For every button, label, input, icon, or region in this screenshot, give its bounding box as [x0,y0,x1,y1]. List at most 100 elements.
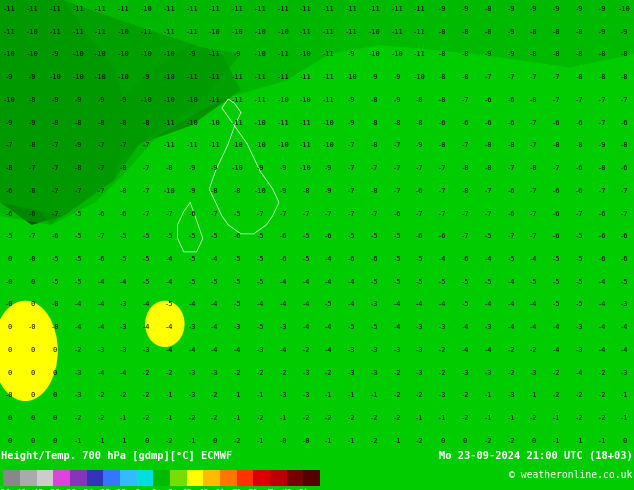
Text: -2: -2 [484,438,492,444]
Text: -5: -5 [256,324,264,330]
Text: -3: -3 [119,347,127,353]
Text: -7: -7 [529,120,538,125]
Text: -7: -7 [119,143,127,148]
Text: -4: -4 [552,324,560,330]
Text: -7: -7 [28,233,37,239]
Text: -3: -3 [574,347,583,353]
Bar [153,470,170,486]
Text: -11: -11 [299,74,312,80]
Text: -10: -10 [299,165,312,171]
Bar [70,470,87,486]
Text: -2: -2 [142,369,150,376]
Text: -8: -8 [574,143,583,148]
Text: 0: 0 [30,279,34,285]
Bar [186,470,204,486]
Text: -2: -2 [188,415,196,421]
Text: -3: -3 [256,347,264,353]
Text: -8: -8 [74,165,82,171]
Text: -9: -9 [392,74,401,80]
Text: -11: -11 [208,143,221,148]
Text: -5: -5 [188,256,196,262]
Bar [137,470,153,486]
Text: -5: -5 [74,233,82,239]
Text: -10: -10 [72,51,84,57]
Text: -5: -5 [256,256,264,262]
Text: -7: -7 [438,211,446,217]
Text: -4: -4 [438,301,446,307]
Text: -9: -9 [278,188,287,194]
Text: -4: -4 [96,324,105,330]
Text: -11: -11 [231,97,243,103]
Text: -1: -1 [438,415,446,421]
Text: -4: -4 [529,324,538,330]
Text: 30: 30 [232,489,242,490]
Text: -4: -4 [484,301,492,307]
Text: -5: -5 [301,256,310,262]
Text: -11: -11 [231,120,243,125]
Text: -5: -5 [438,279,446,285]
Text: -8: -8 [552,29,560,35]
Text: -4: -4 [324,256,333,262]
Text: -11: -11 [322,97,335,103]
Text: -7: -7 [507,233,515,239]
Text: 0: 0 [53,392,57,398]
Text: -7: -7 [461,233,469,239]
Text: -6: -6 [461,120,469,125]
Bar [87,470,103,486]
Text: -5: -5 [552,301,560,307]
Text: -10: -10 [254,51,266,57]
Text: -2: -2 [74,415,82,421]
Text: 0: 0 [623,438,626,444]
Text: 0: 0 [8,369,11,376]
Text: -6: -6 [574,188,583,194]
Text: -9: -9 [51,51,60,57]
Text: -0: -0 [28,256,37,262]
Text: -7: -7 [507,165,515,171]
Text: -2: -2 [301,347,310,353]
Text: -1: -1 [597,438,606,444]
Text: -5: -5 [461,279,469,285]
Text: 0: 0 [8,347,11,353]
Text: -10: -10 [231,143,243,148]
Text: -11: -11 [322,29,335,35]
Text: -4: -4 [597,324,606,330]
Text: -4: -4 [392,324,401,330]
Text: -8: -8 [484,143,492,148]
Text: -5: -5 [142,279,150,285]
Text: -11: -11 [391,6,403,12]
Text: -6: -6 [507,120,515,125]
Text: -9: -9 [28,74,37,80]
Text: -3: -3 [188,392,196,398]
Text: 0: 0 [30,415,34,421]
Text: -5: -5 [119,256,127,262]
Text: -8: -8 [574,29,583,35]
Text: -5: -5 [233,279,242,285]
Text: 0: 0 [463,438,467,444]
Text: -8: -8 [574,74,583,80]
Text: -11: -11 [413,29,426,35]
Text: -7: -7 [96,143,105,148]
Text: -1: -1 [484,392,492,398]
Text: -4: -4 [74,301,82,307]
Text: -9: -9 [461,6,469,12]
Text: 0: 0 [53,369,57,376]
Text: -3: -3 [301,369,310,376]
Text: -4: -4 [529,256,538,262]
Text: -7: -7 [484,211,492,217]
Text: -7: -7 [484,188,492,194]
Text: -7: -7 [347,143,356,148]
Text: -8: -8 [415,97,424,103]
Text: -2: -2 [96,415,105,421]
Text: -5: -5 [574,279,583,285]
Text: -48: -48 [13,489,27,490]
Text: -2: -2 [347,415,356,421]
Text: -1: -1 [165,392,173,398]
Text: -3: -3 [438,392,446,398]
Text: 12: 12 [182,489,191,490]
Text: -10: -10 [299,97,312,103]
Bar [37,470,53,486]
Text: -24: -24 [80,489,94,490]
Text: -6: -6 [507,97,515,103]
Text: -10: -10 [276,97,289,103]
Text: -5: -5 [392,256,401,262]
